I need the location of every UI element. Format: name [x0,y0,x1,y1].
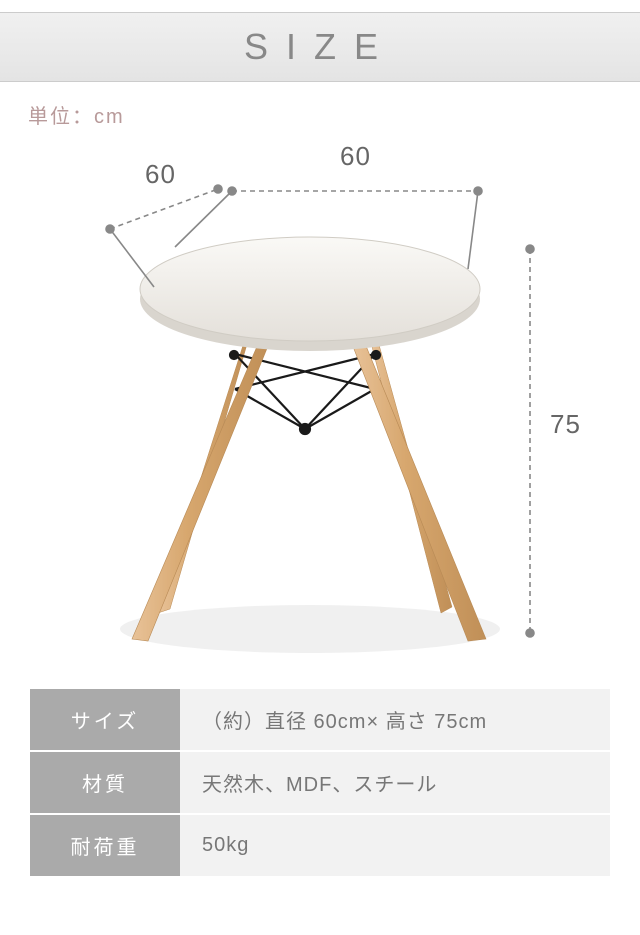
spec-table: サイズ （約）直径 60cm× 高さ 75cm 材質 天然木、MDF、スチール … [30,689,610,878]
size-header: SIZE [0,12,640,82]
diagram-svg [0,129,640,689]
spec-value-size: （約）直径 60cm× 高さ 75cm [180,689,610,751]
spec-label-material: 材質 [30,751,180,814]
spec-label-load: 耐荷重 [30,814,180,877]
spec-value-load: 50kg [180,814,610,877]
table-legs-front [132,341,486,641]
dim-height [526,245,534,637]
table-row: 耐荷重 50kg [30,814,610,877]
product-diagram: 60 60 75 [0,129,640,689]
table-row: 材質 天然木、MDF、スチール [30,751,610,814]
size-title: SIZE [244,26,396,68]
unit-label: 単位：cm [28,100,640,129]
table-row: サイズ （約）直径 60cm× 高さ 75cm [30,689,610,751]
spec-label-size: サイズ [30,689,180,751]
spec-value-material: 天然木、MDF、スチール [180,751,610,814]
